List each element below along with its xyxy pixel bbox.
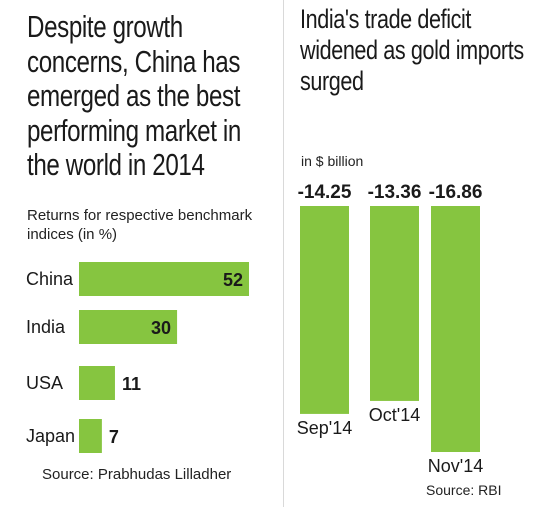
returns-category-label: Japan [26, 426, 75, 446]
trade-deficit-value-label: -13.36 [368, 182, 422, 203]
returns-chart-title: Despite growth concerns, China has emerg… [27, 9, 241, 182]
trade-deficit-bar [300, 206, 349, 414]
returns-category-label: USA [26, 373, 63, 393]
trade-deficit-bar [370, 206, 419, 401]
returns-bar [79, 310, 178, 344]
returns-bar-chart: China 52 India 30 USA 11 Japan 7 [26, 262, 249, 453]
trade-deficit-category-label: Sep'14 [297, 418, 353, 438]
returns-value-label: 52 [223, 270, 243, 290]
trade-deficit-chart-title: India's trade deficit widened as gold im… [300, 4, 524, 96]
returns-category-label: India [26, 317, 66, 337]
panel-divider [283, 0, 284, 507]
trade-deficit-unit-label: in $ billion [301, 153, 364, 169]
returns-category-label: China [26, 269, 74, 289]
trade-deficit-category-label: Nov'14 [428, 456, 483, 476]
returns-chart-panel: Despite growth concerns, China has emerg… [26, 9, 253, 483]
returns-value-label: 30 [151, 318, 171, 338]
returns-bar [79, 366, 115, 400]
returns-value-label: 7 [109, 427, 119, 447]
returns-bar [79, 419, 102, 453]
trade-deficit-chart-source: Source: RBI [426, 482, 502, 498]
trade-deficit-value-label: -14.25 [298, 182, 352, 203]
returns-chart-source: Source: Prabhudas Lilladher [42, 466, 232, 483]
returns-chart-subtitle: Returns for respective benchmark indices… [27, 207, 253, 243]
trade-deficit-category-label: Oct'14 [369, 405, 420, 425]
trade-deficit-bar-chart: -14.25 Sep'14 -13.36 Oct'14 -16.86 Nov'14 [297, 182, 483, 476]
trade-deficit-bar [431, 206, 480, 452]
trade-deficit-chart-panel: India's trade deficit widened as gold im… [290, 0, 550, 507]
trade-deficit-value-label: -16.86 [429, 182, 483, 203]
returns-bar [79, 262, 249, 296]
returns-value-label: 11 [122, 374, 141, 394]
